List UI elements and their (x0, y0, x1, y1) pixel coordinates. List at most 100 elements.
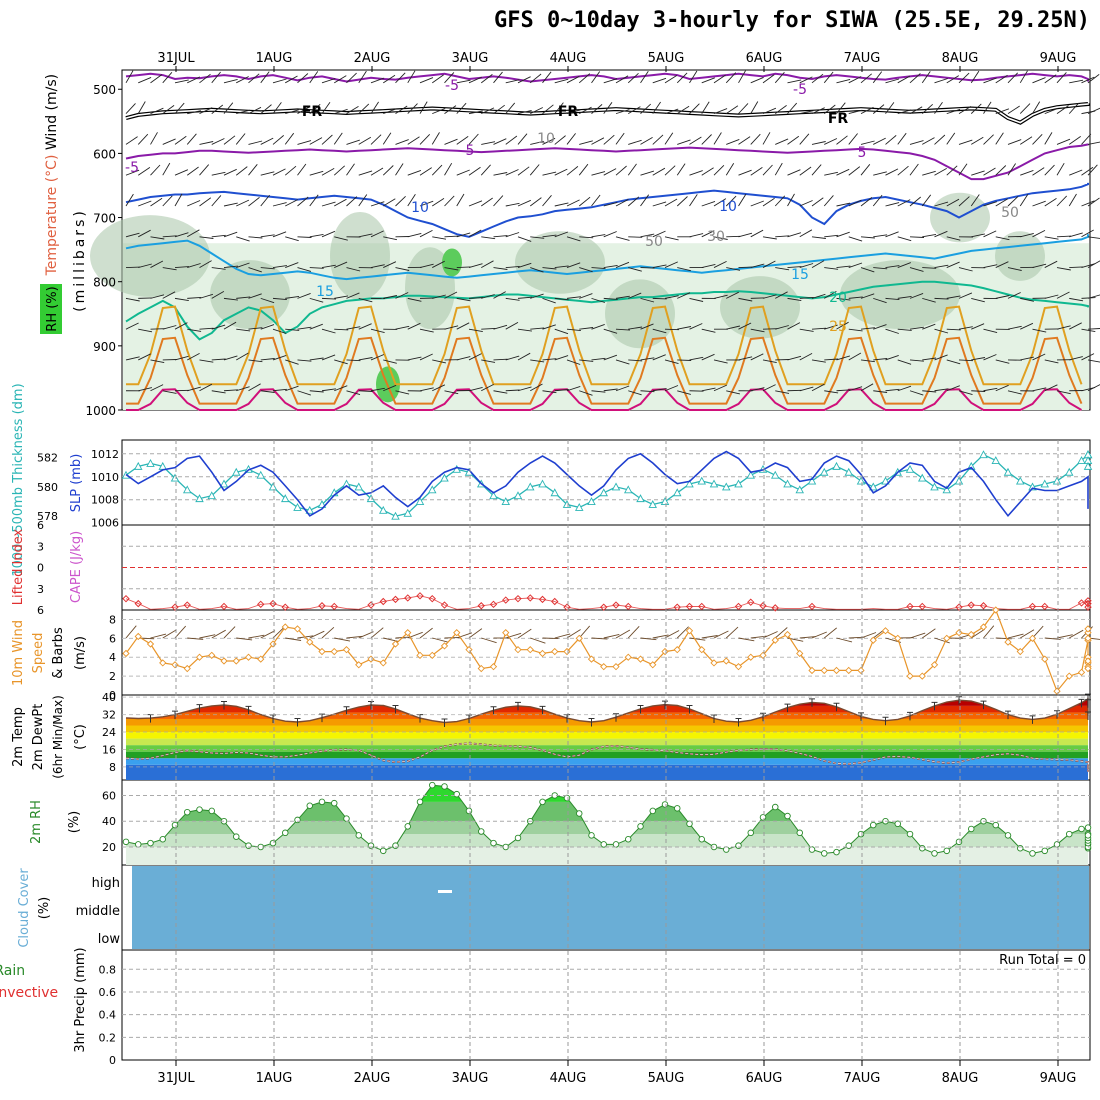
wind-barb (248, 106, 262, 115)
wind-barb (162, 390, 177, 394)
rh-point (380, 847, 387, 855)
temp-minmax-marker (539, 705, 546, 715)
wind-barb (1087, 141, 1100, 145)
wind-barb (199, 107, 213, 115)
thickness-point (599, 488, 609, 497)
wind-barb (456, 356, 471, 361)
wind-barb (211, 358, 226, 361)
wind-barb (382, 165, 394, 176)
wind-barb (1069, 266, 1084, 269)
wind-speed-point (845, 666, 853, 675)
temp-minmax-marker (833, 702, 840, 712)
wind-ylabel-4: (m/s) (73, 636, 88, 670)
thickness-point (648, 500, 658, 508)
rh-point (992, 821, 1000, 829)
wind-barb (505, 169, 519, 176)
wind-barb (885, 231, 899, 238)
wind-barb (799, 353, 813, 361)
wind-speed-point (979, 623, 988, 631)
stab-ytick: 0 (37, 562, 44, 575)
wind-barb (946, 75, 960, 84)
wind-barb (934, 297, 949, 300)
wind-barb (738, 193, 747, 207)
wind-barb (187, 263, 201, 269)
wind-speed-point (906, 672, 914, 680)
wind-barb (211, 324, 226, 330)
wind-barb (738, 70, 746, 84)
wind-barb (640, 137, 653, 145)
wind-speed-point (502, 629, 510, 637)
wind-barb (248, 267, 262, 273)
wind-barb (211, 171, 226, 176)
lifted-index-point (808, 602, 816, 611)
date-label-top: 3AUG (452, 51, 489, 66)
wind-barb (762, 197, 775, 207)
wind-barb (1032, 328, 1047, 333)
wind-barb (432, 359, 446, 364)
wind-barb (383, 384, 397, 392)
wind-barb (150, 74, 163, 84)
slp-ytick: 1008 (91, 494, 119, 507)
wind-barb (297, 267, 312, 272)
wind-barb (787, 193, 795, 207)
wind-speed-point (1077, 668, 1086, 676)
wind-barb (971, 233, 985, 238)
date-label-bottom: 4AUG (550, 1071, 587, 1086)
panel-frame-precip (121, 949, 1091, 1061)
wind-barb (395, 139, 409, 145)
wind-barb-10m (652, 634, 669, 639)
wind-barb (431, 132, 440, 145)
wind-speed-point (869, 636, 877, 644)
wind-barb (162, 267, 177, 271)
wind-barb (1007, 390, 1022, 395)
thickness-point (1052, 476, 1062, 485)
wind-barb (211, 234, 226, 238)
wind-barb (676, 72, 688, 84)
wind-barb (628, 139, 642, 145)
wind-barb (836, 297, 851, 301)
thickness-point (415, 497, 425, 506)
wind-barb (493, 104, 505, 114)
wind-barb (1081, 229, 1094, 238)
isotherm-35 (126, 388, 1083, 411)
rh-shading-blob (330, 211, 390, 301)
upper-ytick: 800 (93, 276, 116, 290)
wind-barb (750, 101, 759, 114)
temp-minmax-marker (221, 701, 227, 710)
wind-barb (432, 236, 447, 240)
lifted-index-point (955, 603, 963, 611)
wind-barb (370, 354, 385, 361)
wind-barb (860, 267, 875, 273)
wind-barb (358, 323, 372, 330)
wind-barb (235, 166, 248, 176)
wind-barb (333, 165, 346, 176)
wind-barb (591, 234, 606, 238)
date-label-bottom: 31JUL (157, 1071, 195, 1086)
rh-point (208, 807, 215, 815)
wind-barb (628, 359, 643, 362)
wind-barb (1081, 200, 1095, 207)
wind-barb (934, 354, 948, 361)
wind-speed-point (526, 646, 534, 654)
wind-barb (750, 328, 765, 333)
rh-point (306, 802, 314, 810)
wind-barb (174, 355, 189, 361)
wind-barb (419, 200, 434, 207)
wind-barb (285, 295, 300, 299)
wind-barb (248, 359, 263, 363)
rh-point (686, 820, 693, 828)
wind-barb (689, 297, 704, 302)
wind-barb (260, 297, 275, 304)
wind-barb (689, 194, 698, 207)
thickness-point (660, 497, 670, 506)
temp-ytick: 32 (102, 709, 116, 722)
rh-point (919, 845, 926, 852)
wind-barb (370, 77, 385, 84)
temp-minmax-marker (686, 704, 693, 714)
wind-speed-point (832, 666, 841, 675)
wind-barb (946, 108, 961, 115)
wind-barb (775, 390, 790, 394)
wind-barb-10m (260, 630, 276, 639)
wind-speed-point (293, 625, 302, 633)
lifted-index-point (183, 601, 191, 609)
